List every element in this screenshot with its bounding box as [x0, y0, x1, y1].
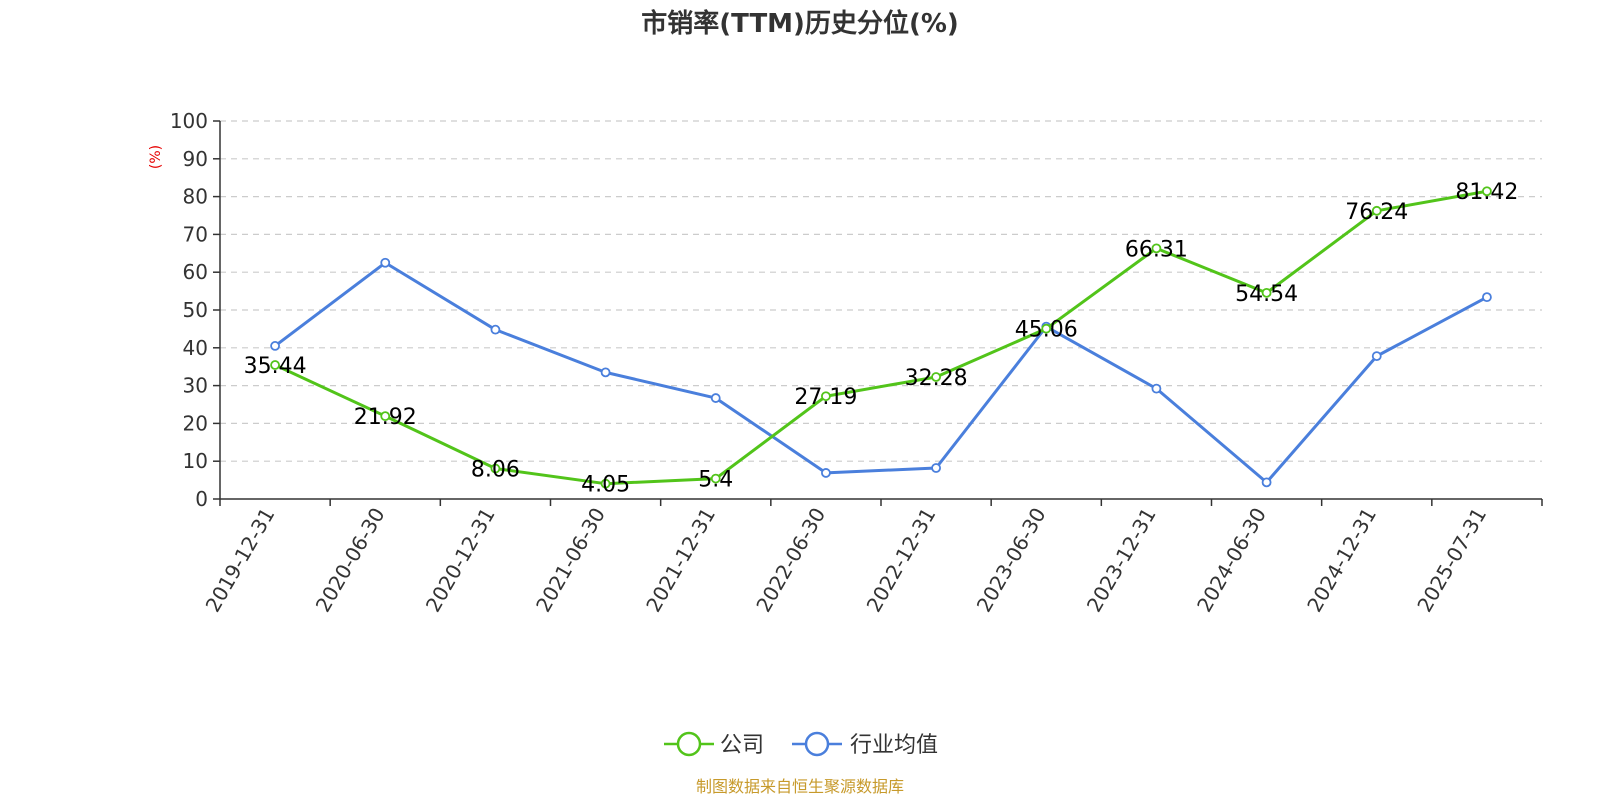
data-label: 35.44: [244, 354, 307, 379]
data-point[interactable]: [1151, 383, 1162, 394]
data-point[interactable]: [1371, 351, 1382, 362]
x-tick-label: 2025-07-31: [1412, 504, 1491, 617]
legend-label: 公司: [720, 733, 764, 758]
x-tick-label: 2022-06-30: [751, 504, 830, 617]
x-tick-label: 2020-12-31: [421, 503, 500, 616]
data-point[interactable]: [1482, 186, 1492, 197]
y-tick-label: 70: [183, 222, 208, 246]
legend-item-1[interactable]: 行业均值: [792, 731, 938, 758]
x-tick-label: 2023-06-30: [972, 504, 1051, 617]
legend-label: 行业均值: [850, 733, 938, 758]
legend-marker-icon: [676, 731, 702, 757]
data-point[interactable]: [931, 372, 941, 382]
y-tick-label: 20: [183, 411, 208, 435]
x-tick-label: 2021-12-31: [641, 504, 720, 617]
data-label: 8.06: [471, 458, 520, 483]
y-tick-label: 100: [170, 109, 208, 133]
data-point[interactable]: [1482, 292, 1492, 303]
data-point[interactable]: [600, 478, 611, 489]
data-label: 66.31: [1125, 237, 1188, 262]
x-tick-label: 2021-06-30: [531, 504, 610, 617]
data-point[interactable]: [1261, 477, 1272, 488]
x-tick-label: 2022-12-31: [862, 503, 941, 616]
data-point[interactable]: [380, 257, 391, 268]
data-label: 54.54: [1235, 282, 1298, 307]
data-label: 45.06: [1015, 318, 1078, 343]
series-line: [274, 189, 1488, 486]
x-tick-label: 2020-06-30: [311, 504, 390, 617]
y-axis-label: (%): [148, 145, 164, 169]
legend[interactable]: 公司 行业均值: [664, 731, 938, 758]
y-tick-label: 90: [183, 147, 208, 171]
data-label: 21.92: [354, 405, 417, 430]
grid-lines: [220, 120, 1542, 462]
data-point[interactable]: [710, 473, 721, 484]
data-point[interactable]: [821, 468, 831, 478]
y-tick-label: 50: [183, 298, 208, 322]
y-tick-label: 10: [183, 449, 208, 473]
y-tick-label: 0: [195, 487, 208, 511]
data-label: 32.28: [905, 366, 968, 391]
data-point[interactable]: [1041, 323, 1052, 334]
y-tick-label: 40: [183, 336, 208, 360]
x-axis-ticks: 2019-12-31 2020-06-30 2020-12-31 2021-06-30…: [201, 499, 1543, 617]
data-point[interactable]: [490, 463, 501, 474]
y-axis-ticks: 0 10 20 30 40 50 60 70 80 90 100: [170, 109, 220, 511]
data-label: 5.4: [698, 468, 733, 493]
data-point[interactable]: [490, 324, 501, 335]
series-0: [270, 186, 1492, 489]
data-source-note: 制图数据来自恒生聚源数据库: [696, 777, 904, 796]
data-label: 81.42: [1455, 180, 1518, 205]
y-tick-label: 80: [183, 185, 208, 209]
data-point[interactable]: [270, 360, 280, 370]
x-tick-label: 2023-12-31: [1082, 504, 1161, 617]
data-point[interactable]: [600, 367, 611, 378]
series-1: [270, 257, 1492, 488]
legend-marker-icon: [804, 731, 830, 757]
data-label: 4.05: [581, 473, 630, 498]
data-point[interactable]: [380, 411, 391, 422]
data-point[interactable]: [270, 341, 280, 351]
y-tick-label: 60: [183, 260, 208, 284]
data-point[interactable]: [931, 463, 941, 473]
data-point[interactable]: [710, 393, 721, 403]
y-tick-label: 30: [183, 374, 208, 398]
x-tick-label: 2019-12-31: [201, 504, 280, 617]
data-point[interactable]: [1151, 243, 1162, 254]
legend-item-0[interactable]: 公司: [664, 731, 764, 758]
data-label: 27.19: [794, 385, 857, 410]
chart-title: 市销率(TTM)历史分位(%): [641, 8, 959, 39]
x-tick-label: 2024-12-31: [1302, 504, 1381, 617]
data-point[interactable]: [1371, 205, 1382, 216]
data-point[interactable]: [1261, 287, 1272, 298]
x-tick-label: 2024-06-30: [1192, 504, 1271, 617]
series-line: [274, 261, 1488, 484]
series-layer: 35.44 21.92 8.06 4.05 5.4 27.19 32.28 45.06 66.3…: [244, 180, 1519, 497]
data-point[interactable]: [821, 391, 831, 402]
data-label: 76.24: [1345, 200, 1408, 225]
